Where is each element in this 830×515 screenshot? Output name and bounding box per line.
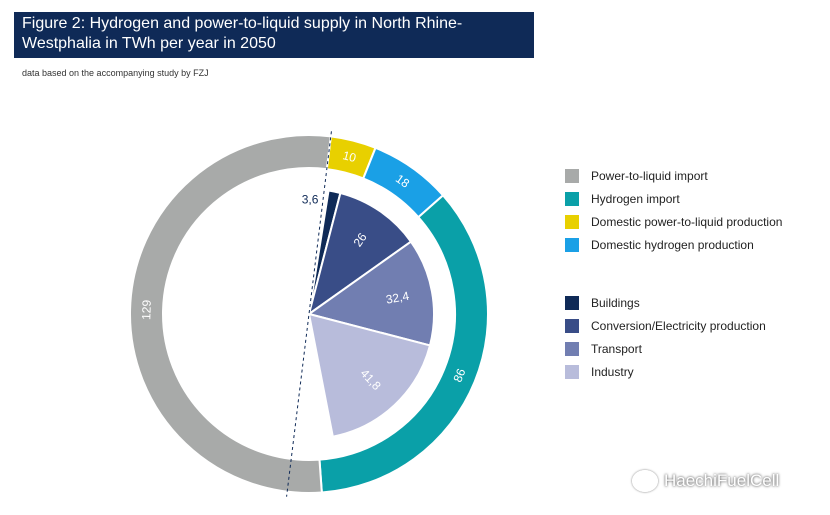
legend-label: Hydrogen import [591,192,680,206]
legend-item-buildings: Buildings [565,296,640,310]
wechat-icon [632,470,658,492]
donut-label-domestic-power-to-liquid-production: 10 [341,148,358,165]
legend-item-industry: Industry [565,365,634,379]
legend-item-transport: Transport [565,342,642,356]
page-title: Figure 2: Hydrogen and power-to-liquid s… [14,12,534,58]
pie-label-buildings: 3,6 [302,192,319,206]
legend-swatch [565,319,579,333]
legend-item-domestic-power-to-liquid-production: Domestic power-to-liquid production [565,215,782,229]
legend-swatch [565,192,579,206]
legend-swatch [565,342,579,356]
legend-label: Industry [591,365,634,379]
pie-slice-transport [306,240,435,347]
chart-subtitle: data based on the accompanying study by … [22,68,209,78]
legend-swatch [565,238,579,252]
watermark: HaechiFuelCell [632,470,779,492]
legend-label: Domestic power-to-liquid production [591,215,783,229]
legend-item-domestic-hydrogen-production: Domestic hydrogen production [565,238,754,252]
watermark-text: HaechiFuelCell [664,471,780,490]
legend-label: Power-to-liquid import [591,169,708,183]
donut-label-power-to-liquid-import: 129 [139,299,154,320]
legend-item-hydrogen-import: Hydrogen import [565,192,680,206]
donut-label-hydrogen-import: 86 [450,366,468,384]
legend-item-conversion-electricity-production: Conversion/Electricity production [565,319,766,333]
legend-label: Buildings [591,296,640,310]
legend-label: Transport [591,342,642,356]
donut-slice-power-to-liquid-import [129,134,332,494]
pie-slice-industry [307,312,432,438]
legend-swatch [565,169,579,183]
legend-item-power-to-liquid-import: Power-to-liquid import [565,169,708,183]
legend-label: Domestic hydrogen production [591,238,754,252]
legend-swatch [565,296,579,310]
legend-swatch [565,215,579,229]
legend-label: Conversion/Electricity production [591,319,766,333]
legend-swatch [565,365,579,379]
pie-slice-conversion-electricity-production [307,191,413,317]
pie-label-transport: 32,4 [385,289,411,307]
divider-line [286,131,332,497]
